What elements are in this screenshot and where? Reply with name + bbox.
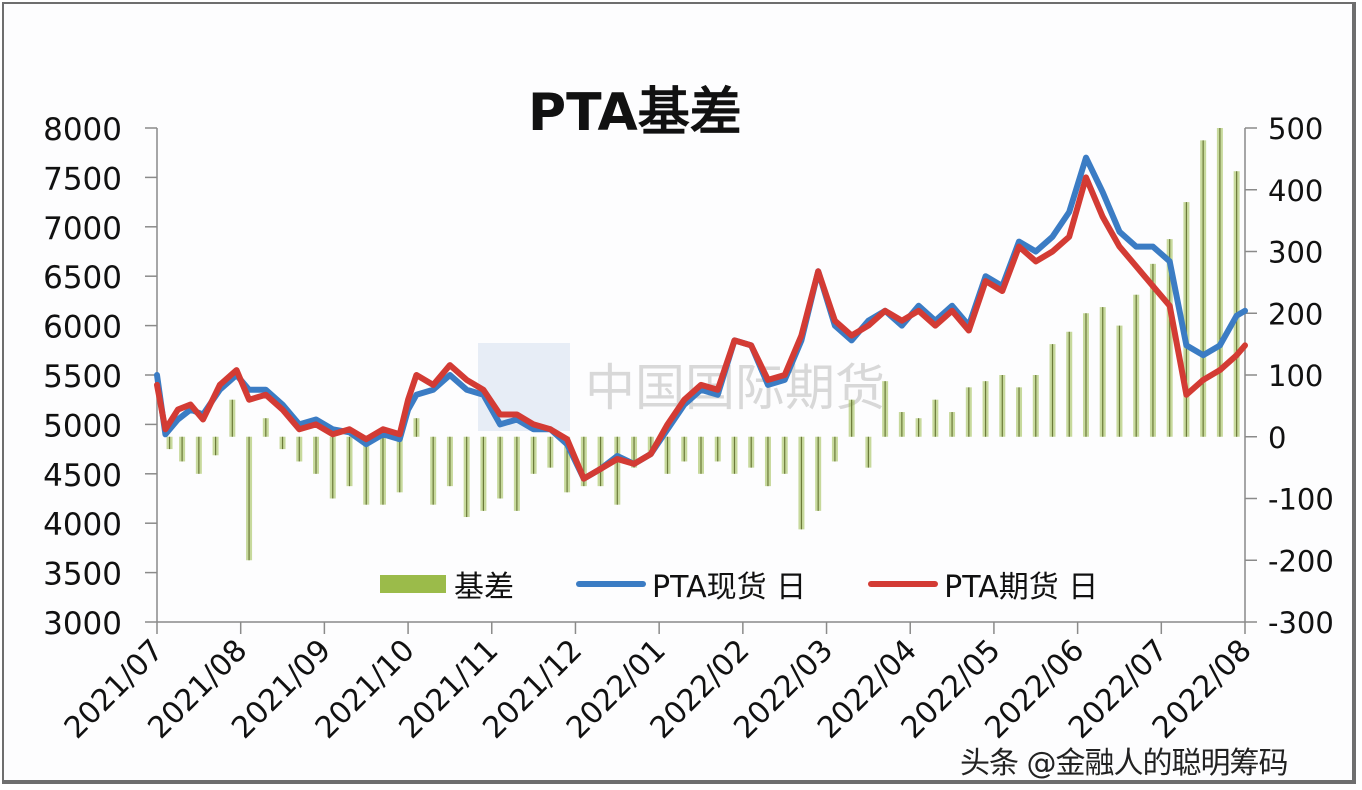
legend-item-futures: PTA期货 日	[868, 562, 1098, 606]
left-axis-tick-label: 8000	[43, 112, 122, 148]
legend-label: 基差	[454, 570, 514, 605]
right-axis-tick-label: -200	[1268, 544, 1334, 578]
left-axis-tick-label: 6000	[43, 310, 122, 346]
right-axis-tick-label: 500	[1268, 112, 1323, 146]
legend-label: PTA期货 日	[944, 570, 1099, 605]
right-axis-tick-label: 0	[1268, 421, 1286, 455]
chart-title: PTA基差	[528, 83, 742, 143]
legend-line-swatch-icon	[576, 581, 646, 587]
left-axis-tick-label: 3500	[43, 557, 122, 593]
left-axis-tick-label: 5500	[43, 359, 122, 395]
source-watermark: 头条 @金融人的聪明筹码	[960, 746, 1289, 781]
right-axis-tick-label: -300	[1268, 606, 1334, 640]
right-axis-tick-label: 100	[1268, 359, 1323, 393]
left-axis-tick-label: 4500	[43, 458, 122, 494]
legend-bar-swatch-icon	[380, 575, 446, 593]
legend-label: PTA现货 日	[652, 570, 807, 605]
left-axis-tick-label: 6500	[43, 260, 122, 296]
left-axis-tick-label: 7000	[43, 211, 122, 247]
chart-legend: 基差 PTA现货 日 PTA期货 日	[380, 562, 1160, 606]
right-axis-tick-label: -100	[1268, 483, 1334, 517]
left-axis-tick-label: 7500	[43, 161, 122, 197]
left-axis-tick-label: 3000	[43, 606, 122, 642]
right-axis-tick-label: 200	[1268, 297, 1323, 331]
spot-price-line	[154, 154, 1248, 482]
futures-price-line	[154, 174, 1248, 482]
right-axis-tick-label: 300	[1268, 236, 1323, 270]
legend-item-spot: PTA现货 日	[576, 562, 806, 606]
right-axis-tick-label: 400	[1268, 174, 1323, 208]
legend-item-basis: 基差	[380, 562, 514, 606]
watermark-text: 中国国际期货	[585, 359, 885, 417]
left-axis-tick-label: 5000	[43, 408, 122, 444]
legend-line-swatch-icon	[868, 581, 939, 587]
left-axis-tick-label: 4000	[43, 507, 122, 543]
